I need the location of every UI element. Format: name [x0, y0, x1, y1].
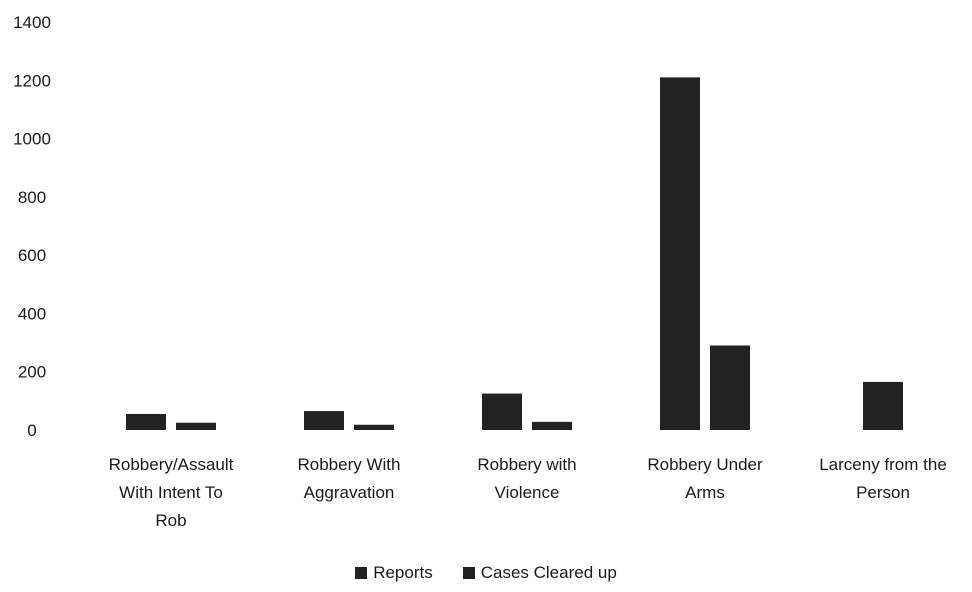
- chart-legend: Reports Cases Cleared up: [0, 563, 972, 583]
- bar-cases-cleared-up: [532, 421, 572, 430]
- y-tick-label: 800: [18, 188, 46, 207]
- legend-label-reports: Reports: [373, 563, 433, 582]
- bar-reports: [863, 381, 903, 430]
- x-category-label-line: Robbery/Assault: [109, 455, 234, 474]
- x-category-label-line: Aggravation: [304, 483, 395, 502]
- x-category-label: Robbery Under Arms: [647, 455, 763, 502]
- bar-cases-cleared-up: [176, 422, 216, 430]
- legend-item-reports: Reports: [355, 563, 433, 583]
- legend-swatch-cases-cleared-up: [462, 567, 475, 579]
- legend-item-cases-cleared-up: Cases Cleared up: [462, 563, 617, 583]
- x-category-label-line: Robbery With: [298, 455, 401, 474]
- y-tick-label: 600: [18, 246, 46, 265]
- legend-swatch-reports: [355, 567, 368, 579]
- x-category-label-line: Rob: [155, 511, 186, 530]
- x-category-label-line: Larceny from the: [819, 455, 947, 474]
- bar-reports: [660, 77, 700, 430]
- bar-chart: 0 200 400 600 800 1000 1200 1400 Robbery/Assault…: [13, 13, 947, 530]
- x-category-label: Robbery With Aggravation: [298, 455, 401, 502]
- x-category-label-line: With Intent To: [119, 483, 223, 502]
- y-tick-label: 0: [27, 421, 36, 440]
- bar-reports: [304, 411, 344, 430]
- bar-cases-cleared-up: [710, 345, 750, 430]
- y-tick-label: 1200: [13, 71, 51, 90]
- x-category-label-line: Arms: [685, 483, 725, 502]
- x-category-label-line: Person: [856, 483, 910, 502]
- bar-reports: [126, 413, 166, 430]
- x-category-label-line: Robbery Under: [647, 455, 763, 474]
- bar-cases-cleared-up: [354, 424, 394, 430]
- legend-label-cases-cleared-up: Cases Cleared up: [480, 563, 617, 582]
- y-tick-label: 400: [18, 304, 46, 323]
- x-category-label-line: Violence: [495, 483, 560, 502]
- x-category-label-line: Robbery with: [477, 455, 576, 474]
- x-category-label: Robbery/Assault With Intent To Rob: [109, 455, 234, 530]
- x-category-label: Larceny from the Person: [819, 455, 947, 502]
- y-tick-label: 200: [18, 363, 46, 382]
- bar-reports: [482, 393, 522, 430]
- y-tick-label: 1400: [13, 13, 51, 32]
- y-tick-label: 1000: [13, 130, 51, 149]
- x-category-label: Robbery with Violence: [477, 455, 576, 502]
